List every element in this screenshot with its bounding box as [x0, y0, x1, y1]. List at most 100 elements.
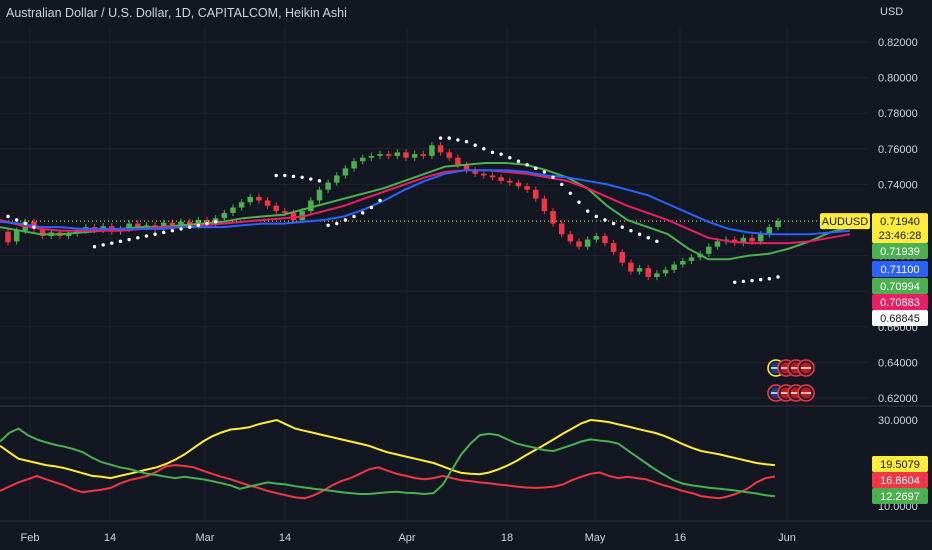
sar-dot	[205, 221, 209, 226]
candle-body	[481, 173, 487, 176]
candle-body	[65, 233, 72, 237]
candle-body	[714, 241, 721, 247]
candle-body	[359, 157, 366, 162]
price-label-bg	[872, 243, 928, 259]
candle-body	[463, 164, 470, 171]
candle-body	[498, 177, 504, 181]
price-tick: 0.78000	[878, 108, 918, 120]
candle-body	[308, 200, 314, 212]
sar-dot	[153, 232, 157, 236]
sar-dot	[646, 236, 650, 240]
candle-body	[757, 234, 764, 242]
price-labels: AUDUSD 0.71940 23:46:28 0.71939 0.71100 0.709…	[820, 213, 928, 504]
sar-dot	[187, 225, 192, 229]
sar-dot	[655, 239, 659, 244]
candle-body	[126, 223, 132, 229]
sar-dot	[585, 209, 590, 213]
candle-body	[39, 228, 46, 237]
candle-body	[740, 237, 747, 244]
candle-body	[507, 180, 513, 183]
candle-body	[429, 145, 435, 156]
candle-body	[775, 221, 781, 228]
oscillator-tick: 30.0000	[878, 415, 918, 427]
sar-dot	[551, 175, 555, 179]
candle-body	[749, 237, 755, 242]
candle-body	[160, 222, 167, 229]
sar-dot	[196, 223, 201, 228]
candle-body	[186, 221, 193, 226]
sar-dot	[326, 223, 330, 228]
event-markers	[767, 359, 815, 402]
candle-body	[178, 221, 184, 226]
price-label-bg	[872, 278, 928, 294]
sar-dot	[499, 152, 503, 156]
sar-dot	[508, 156, 512, 160]
sar-dot	[473, 143, 477, 147]
sar-dot	[274, 173, 278, 178]
sar-dot	[733, 280, 737, 284]
candle-body	[446, 152, 452, 158]
sar-dot	[92, 245, 97, 249]
flag-stripe	[801, 367, 811, 369]
candle-body	[550, 211, 556, 224]
sar-dot	[464, 139, 469, 144]
candle-body	[680, 260, 686, 265]
flag-stripe	[771, 367, 781, 369]
time-tick: Jun	[778, 532, 796, 544]
flag-stripe	[781, 367, 791, 369]
candle-body	[645, 268, 651, 277]
candle-body	[135, 223, 141, 228]
candle-body	[524, 186, 530, 190]
price-label-bg	[872, 294, 928, 310]
candle-body	[662, 269, 669, 274]
currency-label: USD	[880, 6, 904, 18]
candle-body	[628, 262, 634, 272]
sar-dot	[741, 279, 746, 284]
flag-stripe	[791, 392, 801, 394]
candle-body	[169, 222, 176, 226]
ma_fast-line	[0, 162, 851, 261]
flag-stripe	[791, 367, 801, 369]
sar-dot	[23, 221, 28, 226]
candle-body	[325, 182, 331, 190]
sar-dot	[118, 239, 123, 244]
candle-body	[273, 205, 279, 212]
sar-dot	[6, 214, 10, 219]
sar-dot	[542, 170, 547, 174]
sar-dot	[577, 200, 581, 204]
candle-body	[593, 236, 600, 240]
sar-dot	[300, 175, 304, 179]
candle-body	[411, 154, 418, 158]
sar-dot	[767, 277, 772, 281]
oscillator-label: 19.5079	[880, 459, 920, 471]
sar-dot	[32, 225, 36, 229]
candle-body	[437, 145, 444, 153]
flag-stripe	[771, 392, 781, 394]
sar-dot	[361, 211, 365, 215]
flag-us-icon	[797, 384, 815, 402]
candle-body	[541, 198, 548, 212]
sar-dot	[378, 198, 382, 203]
candle-body	[533, 189, 539, 199]
candles	[0, 142, 868, 281]
sar-dot	[750, 278, 754, 283]
candle-body	[602, 236, 608, 244]
sar-dot	[101, 243, 105, 247]
sar-dot	[776, 275, 780, 279]
sar-dot	[620, 225, 624, 229]
price-label: 0.71100	[881, 264, 920, 276]
candle-body	[584, 239, 591, 247]
countdown: 23:46:28	[879, 230, 922, 242]
price-label: 0.70994	[880, 281, 920, 293]
candle-body	[247, 196, 253, 203]
candle-body	[282, 211, 288, 213]
candle-body	[204, 220, 210, 224]
sar-dot	[560, 182, 564, 187]
grid	[0, 28, 932, 522]
candle-body	[221, 212, 228, 219]
sar-dot	[516, 159, 521, 163]
candle-body	[403, 152, 409, 158]
time-tick: Apr	[398, 532, 415, 544]
candle-body	[688, 257, 695, 261]
